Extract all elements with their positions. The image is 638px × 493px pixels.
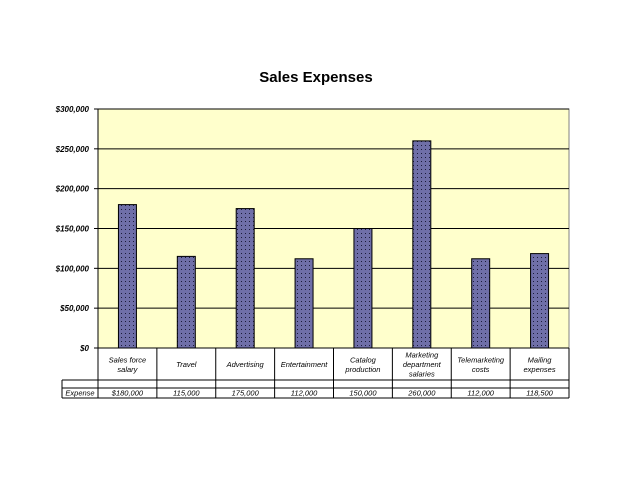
y-tick-label: $250,000 (55, 145, 90, 154)
data-value-label: 150,000 (349, 389, 377, 398)
data-value-label: 115,000 (173, 389, 200, 398)
category-label: Sales force salary (109, 355, 147, 374)
bar (235, 208, 255, 349)
y-tick-label: $150,000 (55, 225, 90, 234)
category-label: Marketing department salaries (403, 351, 442, 379)
data-value-label: 260,000 (407, 389, 436, 398)
data-value-label: 112,000 (291, 389, 318, 398)
category-label: Telemarketing costs (457, 355, 505, 374)
bar (294, 258, 314, 349)
bar (412, 140, 432, 349)
series-name-label: Expense (65, 389, 94, 398)
data-value-label: $180,000 (111, 389, 144, 398)
bar (530, 253, 550, 349)
category-label: Travel (176, 360, 197, 369)
data-value-label: 112,000 (467, 389, 494, 398)
category-label: Advertising (226, 360, 265, 369)
category-label: Mailing expenses (524, 355, 556, 374)
bar (176, 255, 196, 349)
bar (471, 258, 491, 349)
y-tick-label: $200,000 (55, 185, 90, 194)
category-label: Catalog production (344, 355, 380, 374)
y-tick-label: $0 (79, 344, 89, 353)
y-tick-label: $50,000 (59, 304, 89, 313)
category-label: Entertainment (281, 360, 329, 369)
y-tick-label: $300,000 (55, 105, 90, 114)
data-value-label: 175,000 (232, 389, 260, 398)
y-tick-label: $100,000 (55, 264, 90, 273)
data-value-label: 118,500 (526, 389, 553, 398)
bar (353, 228, 373, 349)
chart-title: Sales Expenses (259, 69, 372, 86)
bar (117, 204, 137, 349)
